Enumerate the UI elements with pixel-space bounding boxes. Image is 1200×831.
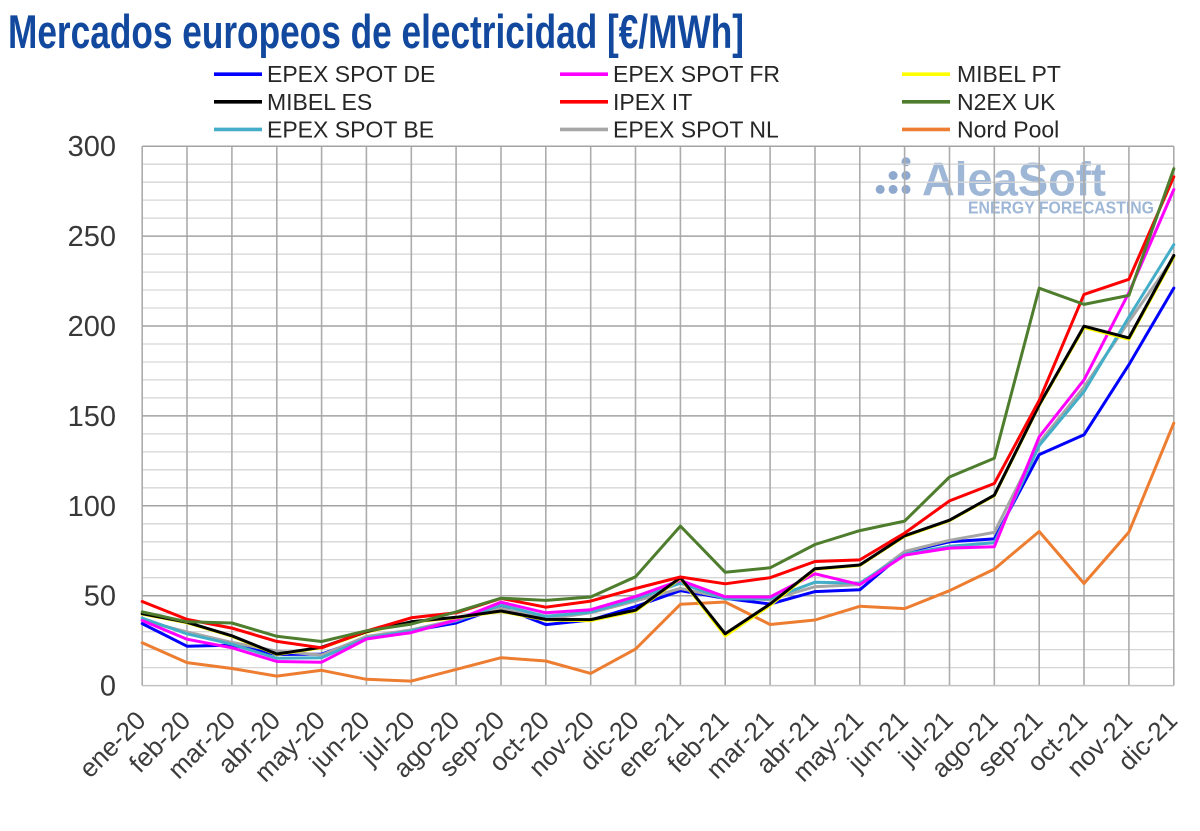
svg-text:N2EX UK: N2EX UK [957, 89, 1056, 115]
svg-text:EPEX SPOT NL: EPEX SPOT NL [613, 116, 779, 142]
svg-text:EPEX SPOT FR: EPEX SPOT FR [613, 61, 780, 87]
svg-text:ENERGY FORECASTING: ENERGY FORECASTING [968, 198, 1154, 218]
svg-text:IPEX IT: IPEX IT [613, 89, 692, 115]
svg-text:200: 200 [68, 311, 116, 343]
svg-text:Mercados europeos de electrici: Mercados europeos de electricidad [€/MWh… [8, 5, 744, 58]
svg-text:EPEX SPOT DE: EPEX SPOT DE [267, 61, 435, 87]
svg-text:300: 300 [68, 131, 116, 163]
svg-text:100: 100 [68, 491, 116, 523]
svg-text:MIBEL PT: MIBEL PT [957, 61, 1061, 87]
svg-text:Nord Pool: Nord Pool [957, 116, 1059, 142]
svg-text:250: 250 [68, 221, 116, 253]
svg-text:50: 50 [84, 581, 116, 613]
svg-text:0: 0 [100, 671, 116, 703]
svg-text:EPEX SPOT BE: EPEX SPOT BE [267, 116, 434, 142]
svg-text:MIBEL ES: MIBEL ES [267, 89, 372, 115]
svg-text:150: 150 [68, 401, 116, 433]
svg-text:AleaSoft: AleaSoft [922, 152, 1106, 205]
